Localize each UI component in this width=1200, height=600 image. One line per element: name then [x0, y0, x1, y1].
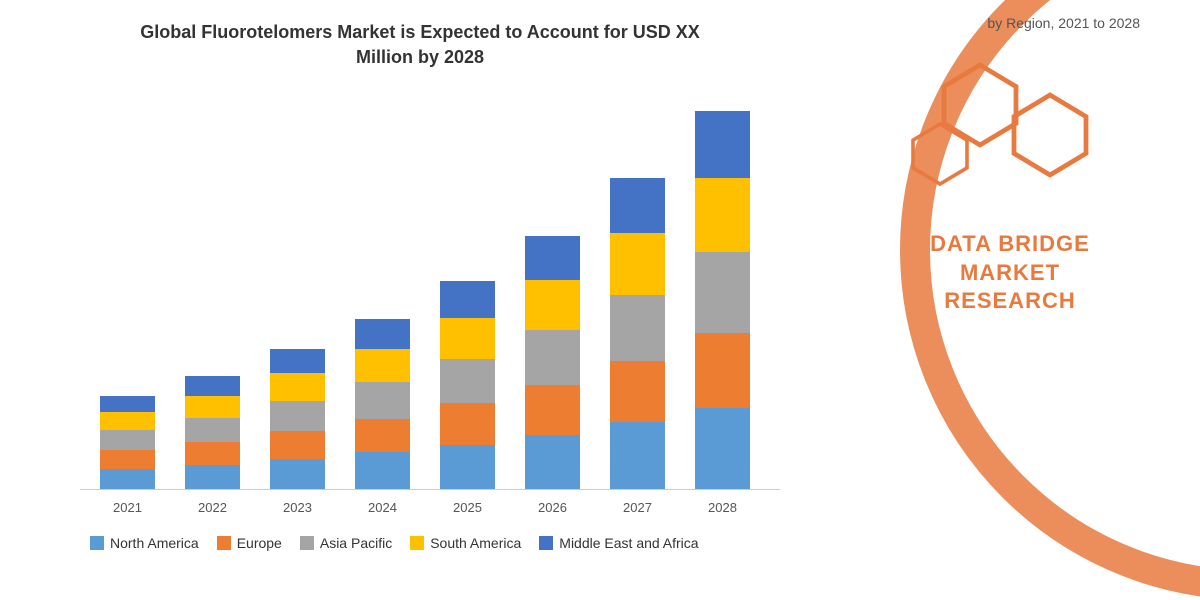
bar-segment: [695, 408, 750, 489]
chart-legend: North America Europe Asia Pacific South Ame…: [90, 535, 790, 551]
bar-segment: [355, 382, 410, 419]
bar-segment: [610, 233, 665, 294]
bar-segment: [185, 418, 240, 442]
legend-label: North America: [110, 535, 199, 551]
bar-segment: [185, 442, 240, 464]
bar-group: [610, 178, 665, 489]
bar-group: [100, 396, 155, 489]
bar-group: [695, 111, 750, 489]
bar-segment: [270, 459, 325, 489]
bar-segment: [270, 373, 325, 401]
brand-line1: DATA BRIDGE MARKET: [930, 231, 1090, 285]
bar-segment: [100, 412, 155, 430]
x-axis-label: 2021: [100, 500, 155, 515]
bar-segment: [525, 385, 580, 435]
header-subtitle: by Region, 2021 to 2028: [987, 15, 1140, 31]
bar-group: [355, 319, 410, 489]
x-axis-label: 2023: [270, 500, 325, 515]
legend-label: Asia Pacific: [320, 535, 392, 551]
bar-segment: [185, 465, 240, 489]
legend-item: North America: [90, 535, 199, 551]
legend-swatch: [539, 536, 553, 550]
bar-group: [525, 236, 580, 489]
bar-segment: [100, 469, 155, 489]
bar-segment: [185, 396, 240, 418]
bar-segment: [695, 333, 750, 407]
legend-item: Europe: [217, 535, 282, 551]
bar-segment: [610, 178, 665, 234]
bar-segment: [525, 236, 580, 280]
bar-segment: [610, 361, 665, 422]
bar-segment: [100, 450, 155, 469]
bar-segment: [355, 319, 410, 349]
bar-segment: [695, 111, 750, 178]
bar-segment: [440, 403, 495, 444]
x-axis-label: 2026: [525, 500, 580, 515]
bar-segment: [525, 280, 580, 330]
bar-group: [185, 376, 240, 489]
legend-item: South America: [410, 535, 521, 551]
bar-segment: [185, 376, 240, 396]
chart-title: Global Fluorotelomers Market is Expected…: [120, 20, 720, 70]
legend-swatch: [90, 536, 104, 550]
brand-area: DATA BRIDGE MARKET RESEARCH: [840, 50, 1160, 550]
legend-swatch: [300, 536, 314, 550]
bar-segment: [695, 252, 750, 333]
legend-item: Asia Pacific: [300, 535, 392, 551]
bar-segment: [270, 349, 325, 373]
legend-label: South America: [430, 535, 521, 551]
x-axis-label: 2025: [440, 500, 495, 515]
bar-group: [440, 281, 495, 489]
bar-segment: [270, 401, 325, 431]
x-axis-label: 2024: [355, 500, 410, 515]
legend-label: Middle East and Africa: [559, 535, 698, 551]
legend-label: Europe: [237, 535, 282, 551]
bar-segment: [610, 422, 665, 489]
bar-segment: [440, 445, 495, 489]
bar-segment: [610, 295, 665, 362]
brand-hexagons: [880, 50, 1140, 210]
bar-segment: [695, 178, 750, 252]
x-axis-labels: 2021 2022 2023 2024 2025 2026 2027 2028: [80, 500, 780, 520]
bar-segment: [355, 349, 410, 382]
x-axis-label: 2027: [610, 500, 665, 515]
legend-swatch: [410, 536, 424, 550]
bar-segment: [525, 330, 580, 384]
bar-segment: [440, 318, 495, 359]
brand-line2: RESEARCH: [944, 288, 1075, 313]
x-axis-label: 2022: [185, 500, 240, 515]
bar-group: [270, 349, 325, 489]
x-axis-label: 2028: [695, 500, 750, 515]
legend-item: Middle East and Africa: [539, 535, 698, 551]
chart-area: [80, 90, 780, 490]
hexagon-icon: [1010, 90, 1090, 180]
bar-segment: [355, 419, 410, 452]
bar-segment: [100, 396, 155, 413]
bar-segment: [355, 452, 410, 489]
hexagon-icon: [910, 120, 970, 188]
bar-segment: [100, 430, 155, 450]
brand-name: DATA BRIDGE MARKET RESEARCH: [880, 230, 1140, 316]
bar-segment: [525, 435, 580, 489]
bar-segment: [440, 281, 495, 318]
bar-segment: [270, 431, 325, 459]
legend-swatch: [217, 536, 231, 550]
bar-segment: [440, 359, 495, 403]
